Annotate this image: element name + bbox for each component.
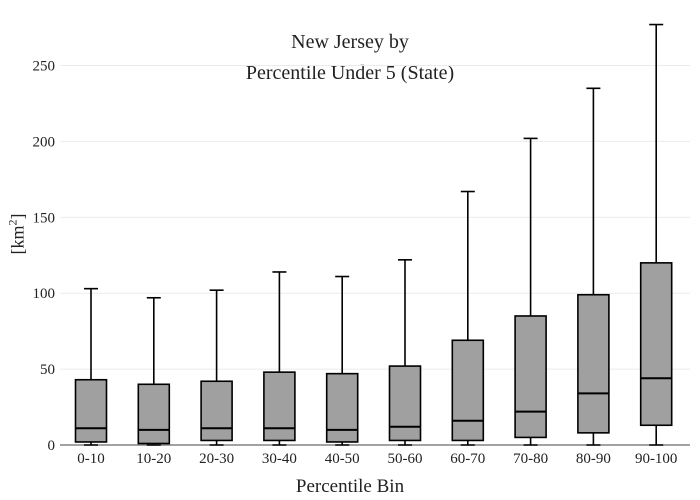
x-tick-label: 30-40 [262,451,297,467]
box-iqr [388,365,422,442]
box-iqr [263,371,296,442]
x-tick-label: 60-70 [450,451,485,467]
x-tick-label: 80-90 [576,451,611,467]
box-iqr [200,380,233,442]
box-iqr [74,378,108,443]
x-tick-label: 20-30 [199,451,234,467]
x-tick-label: 70-80 [513,451,548,467]
y-axis-label-base: [km [7,225,28,255]
x-tick-label: 90-100 [635,451,678,467]
y-tick-label: 200 [33,134,56,150]
chart-title-line-2: Percentile Under 5 (State) [245,62,455,84]
y-tick-label: 150 [33,210,56,226]
box-iqr [325,372,359,443]
x-tick-label: 50-60 [388,451,423,467]
box-iqr [451,339,485,442]
box-iqr [639,262,673,427]
y-tick-label: 50 [40,362,55,378]
y-axis-label-close: ] [7,213,28,220]
x-tick-label: 10-20 [136,451,171,467]
chart-title-line-1: New Jersey by [291,31,409,53]
y-tick-label: 250 [33,59,56,75]
box-iqr [514,315,547,439]
x-tick-label: 0-10 [77,451,105,467]
box-iqr [137,383,171,445]
y-tick-label: 100 [33,286,56,302]
box-iqr [577,293,610,434]
y-axis-label: [km2] [6,214,29,255]
y-axis-label-exponent: 2 [5,219,20,226]
x-tick-label: 40-50 [325,451,360,467]
x-axis-label: Percentile Bin [295,476,405,497]
y-tick-label: 0 [48,438,56,454]
